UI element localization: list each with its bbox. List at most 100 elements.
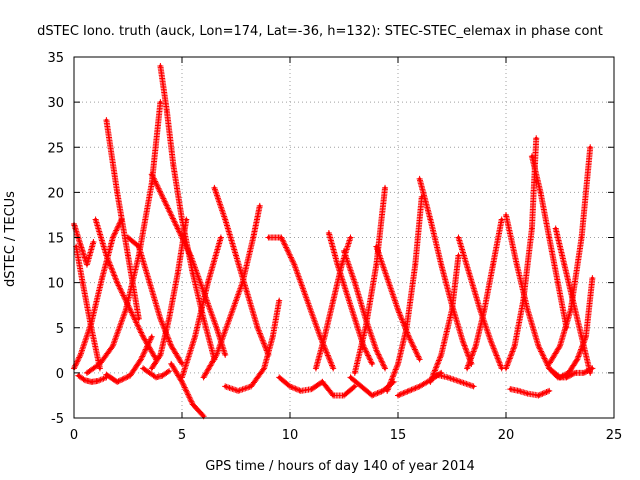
data-point [342, 249, 346, 253]
data-point [456, 236, 460, 239]
data-point [150, 366, 154, 370]
data-point [536, 393, 540, 397]
data-point [407, 335, 411, 339]
data-point [359, 384, 363, 388]
data-point [584, 335, 588, 339]
data-point [370, 362, 374, 366]
data-point [428, 217, 432, 221]
data-point [288, 384, 292, 388]
data-point [547, 389, 551, 393]
x-tick-label: 5 [178, 428, 186, 443]
data-point [96, 379, 100, 383]
data-point [396, 393, 400, 397]
data-point [547, 236, 551, 239]
series-layer [71, 63, 596, 420]
data-point [292, 263, 296, 267]
data-point [189, 254, 193, 258]
data-point [305, 299, 309, 303]
series-arc-18 [265, 234, 337, 372]
series-arc-4 [83, 99, 164, 376]
data-point [396, 362, 400, 366]
data-point [137, 317, 141, 321]
series-arc-38 [546, 144, 594, 367]
data-point [465, 366, 469, 370]
data-point [171, 163, 175, 167]
data-point [158, 64, 162, 68]
data-point [111, 236, 115, 239]
data-point [223, 353, 227, 357]
data-point [206, 281, 210, 285]
data-point [320, 380, 324, 384]
data-point [331, 393, 335, 397]
data-point [115, 190, 119, 194]
data-point [513, 344, 517, 348]
data-point [223, 217, 227, 221]
data-point [148, 371, 152, 375]
data-point [169, 344, 173, 348]
chart-title: dSTEC Iono. truth (auck, Lon=174, Lat=-3… [37, 24, 603, 39]
data-point [98, 362, 102, 366]
data-point [249, 384, 253, 388]
data-point [277, 299, 281, 303]
data-point [81, 281, 85, 285]
data-point [215, 353, 219, 357]
data-point [530, 154, 534, 158]
data-point [158, 317, 162, 321]
data-point [234, 254, 238, 258]
data-point [262, 366, 266, 370]
data-point [100, 276, 104, 280]
data-point [582, 371, 586, 375]
data-point [331, 299, 335, 303]
data-point [418, 384, 422, 388]
y-tick-label: 0 [56, 367, 64, 382]
data-point [104, 373, 108, 377]
data-point [115, 380, 119, 384]
y-axis-label: dSTEC / TECUs [3, 191, 18, 287]
data-point [383, 186, 387, 190]
data-point [474, 344, 478, 348]
series-arc-17 [222, 297, 283, 394]
data-point [580, 236, 584, 239]
data-point [569, 308, 573, 312]
data-point [85, 263, 89, 267]
data-point [176, 226, 180, 230]
data-point [489, 339, 493, 343]
data-point [89, 326, 93, 330]
data-point [314, 366, 318, 370]
data-point [327, 231, 331, 235]
series-arc-32 [455, 234, 505, 372]
data-point [104, 118, 108, 122]
data-point [91, 240, 95, 244]
data-point [482, 308, 486, 312]
y-tick-label: -5 [51, 412, 64, 427]
data-point [266, 236, 270, 239]
data-point [504, 366, 508, 370]
data-point [180, 362, 184, 366]
data-point [396, 308, 400, 312]
data-point [318, 335, 322, 339]
series-arc-26 [373, 243, 423, 363]
data-point [342, 393, 346, 397]
data-point [413, 263, 417, 267]
series-arc-27 [384, 193, 425, 394]
series-arc-8 [125, 234, 185, 367]
data-point [385, 389, 389, 393]
x-tick-label: 25 [606, 428, 623, 443]
x-tick-label: 20 [498, 428, 515, 443]
data-point [212, 186, 216, 190]
series-arc-30 [427, 252, 462, 385]
data-point [446, 375, 450, 379]
data-point [161, 374, 165, 378]
data-point [154, 375, 158, 379]
data-point [515, 263, 519, 267]
data-point [191, 402, 195, 406]
data-point [385, 276, 389, 280]
series-arc-6 [103, 117, 142, 322]
data-point [245, 290, 249, 294]
data-point [418, 357, 422, 361]
data-point [558, 344, 562, 348]
data-point [323, 335, 327, 339]
data-point [141, 366, 145, 370]
data-point [141, 335, 145, 339]
series-arc-7 [103, 333, 155, 385]
